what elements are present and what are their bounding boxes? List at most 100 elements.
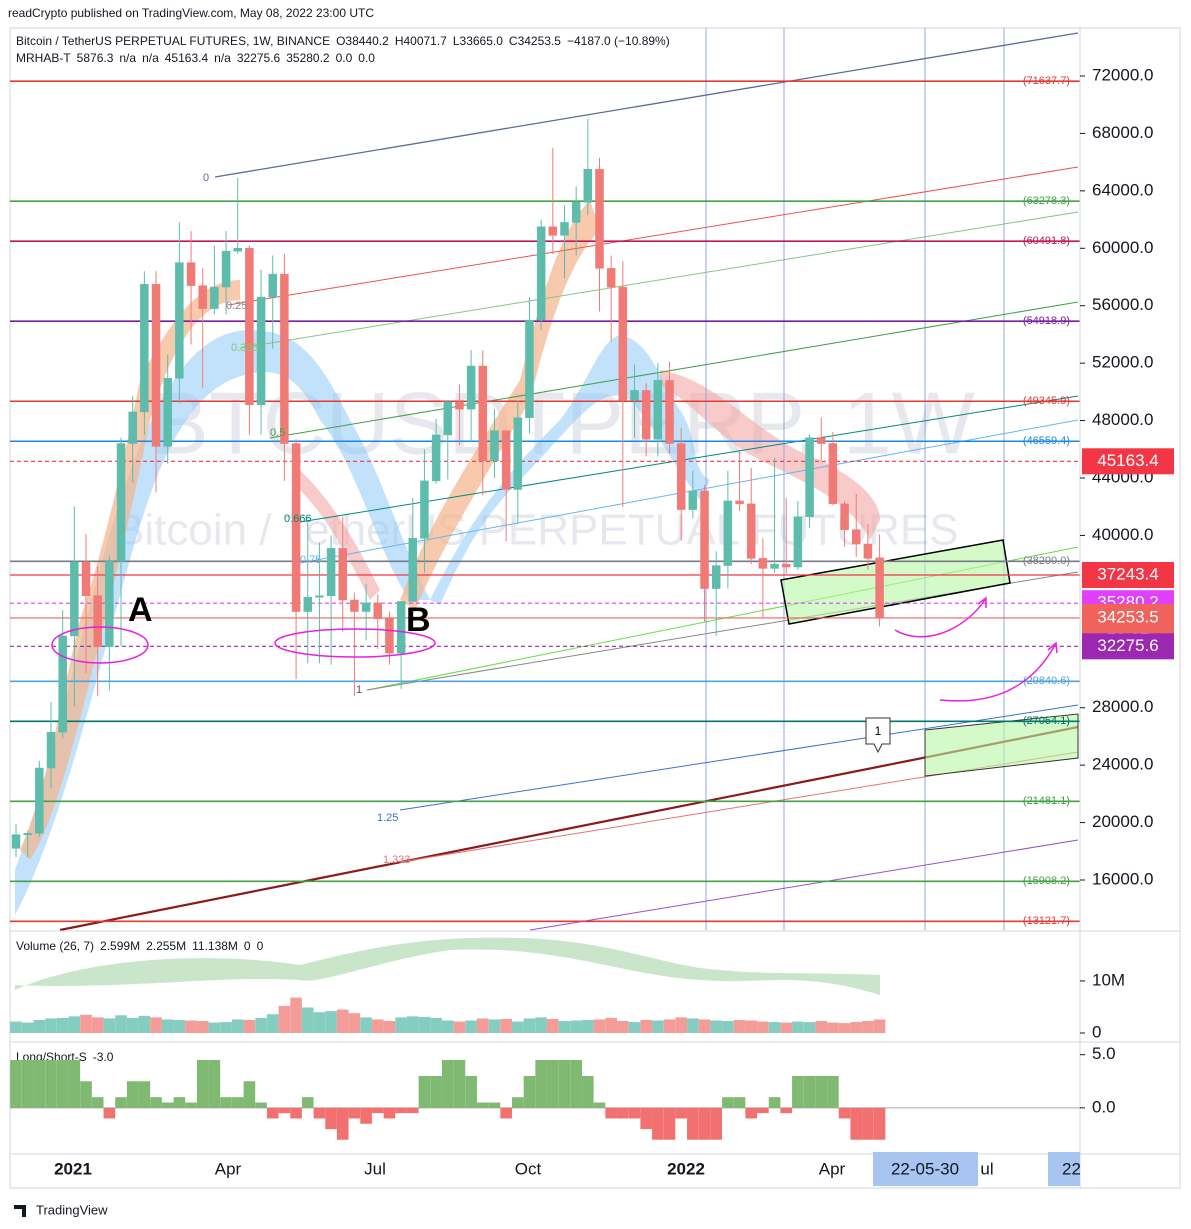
bar <box>196 1021 209 1033</box>
bar <box>290 997 302 1033</box>
trend-line <box>299 395 1079 523</box>
y-tick-label: 68000.0 <box>1092 123 1153 142</box>
y-tick-label: 64000.0 <box>1092 180 1153 199</box>
candle-body <box>58 635 67 733</box>
bar <box>243 1081 256 1108</box>
bar <box>593 1102 606 1108</box>
bar <box>301 1007 314 1033</box>
bar <box>220 1097 232 1108</box>
bar <box>255 1102 267 1108</box>
legend-text: L33665.0 <box>453 34 503 48</box>
pane-bars <box>10 997 1080 1140</box>
bar <box>617 1021 629 1033</box>
legend-text: 0.0 <box>358 51 375 65</box>
bar <box>406 1107 419 1114</box>
trend-line <box>399 704 1079 811</box>
candle-body <box>93 595 102 647</box>
legend-text: -3.0 <box>93 1050 114 1064</box>
date-highlight <box>873 1152 978 1186</box>
bar <box>838 1107 851 1119</box>
bar <box>68 1060 81 1108</box>
candle-body <box>280 273 289 444</box>
candle-body <box>571 202 581 223</box>
legend-text: 0.0 <box>336 51 353 65</box>
candle-body <box>151 283 161 447</box>
bar <box>278 1005 291 1033</box>
candle-body <box>758 558 768 569</box>
bar <box>80 1081 92 1108</box>
bar <box>383 1107 396 1119</box>
blue-cloud <box>430 335 710 605</box>
bar <box>255 1017 267 1033</box>
bar <box>663 1019 676 1033</box>
candle-body <box>746 503 756 559</box>
x-tick-label: Apr <box>819 1159 846 1178</box>
orange-cloud <box>400 200 600 610</box>
bar <box>768 1097 781 1108</box>
candle-body <box>805 437 814 518</box>
bar <box>150 1017 162 1033</box>
annotation: A <box>128 591 153 629</box>
bar <box>477 1102 489 1108</box>
pane-name: Volume (26, 7) <box>16 939 94 953</box>
trend-line <box>239 211 1079 349</box>
bar <box>862 1107 874 1140</box>
y-tick-label: 48000.0 <box>1092 410 1153 429</box>
candle-body <box>233 248 242 252</box>
fib-label: 0.333 <box>231 342 259 354</box>
candle-body <box>128 411 137 444</box>
candle-body <box>630 390 639 401</box>
symbol: Bitcoin / TetherUS PERPETUAL FUTURES, 1W… <box>16 34 330 48</box>
price-badge <box>1082 448 1174 475</box>
candle-body <box>875 557 884 619</box>
bar <box>313 1012 326 1033</box>
price-badge <box>1082 562 1174 589</box>
y-tick-label: 16000.0 <box>1092 869 1153 888</box>
fib-label: 0.25 <box>226 300 247 312</box>
legend-text: 2.255M <box>146 939 186 953</box>
indicator-values: 5876.3 n/a n/a 45163.4 n/a 32275.6 35280.2 0.0 0… <box>77 51 376 65</box>
candle-body <box>350 599 359 612</box>
axes: 72000.0 68000.0 64000.0 60000.0 56000.0 52000… <box>54 65 1174 1186</box>
bar <box>21 1022 34 1033</box>
legend-text: n/a <box>119 51 136 65</box>
candle-body <box>245 248 254 406</box>
bar <box>208 1060 221 1108</box>
candle-body <box>408 538 418 602</box>
legend: 2.599M 2.255M 11.138M 0 0 <box>100 939 264 953</box>
bar <box>266 1014 279 1033</box>
bar <box>582 1075 594 1108</box>
arrow <box>894 596 987 638</box>
candle-body <box>583 169 593 203</box>
fib-label: 1.333 <box>383 854 411 866</box>
bar <box>523 1075 536 1108</box>
bar <box>792 1075 804 1108</box>
price-badge-label: 37243.4 <box>1097 564 1158 583</box>
candle-body <box>513 417 523 490</box>
candle-body <box>641 390 651 440</box>
bar <box>477 1018 489 1033</box>
candle-body <box>11 834 21 849</box>
legend-text: H40071.7 <box>395 34 447 48</box>
bar <box>395 1017 407 1033</box>
bar <box>558 1060 571 1108</box>
candle-body <box>781 563 791 568</box>
y-tick-label: 72000.0 <box>1092 65 1153 84</box>
bar <box>115 1015 127 1033</box>
bar <box>56 1017 69 1033</box>
bar <box>173 1019 186 1033</box>
red-cloud <box>300 470 380 600</box>
bar <box>371 1019 384 1033</box>
drawings: A B 1 0 0.25 0.333 0.5 0.666 0.75 1 1.25… <box>51 172 1058 866</box>
candles <box>11 119 884 858</box>
candle-body <box>618 286 628 401</box>
bar <box>33 1019 46 1033</box>
bar <box>535 1017 547 1033</box>
arrow <box>939 641 1058 702</box>
candle-body <box>863 543 873 559</box>
bar <box>768 1022 781 1033</box>
bar <box>126 1017 139 1033</box>
legend-text: 32275.6 <box>237 51 281 65</box>
bar <box>803 1075 816 1108</box>
